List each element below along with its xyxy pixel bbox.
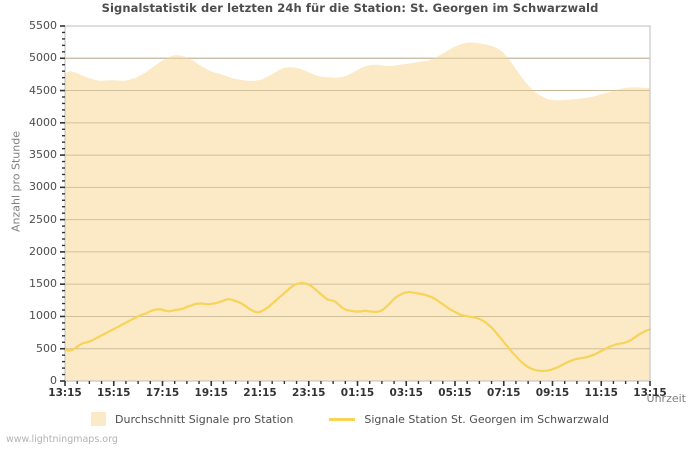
x-tick-label: 23:15 — [292, 387, 326, 399]
chart-title: Signalstatistik der letzten 24h für die … — [101, 1, 599, 15]
y-tick-label: 500 — [36, 341, 57, 355]
axis-ticks — [60, 25, 651, 386]
x-tick-label: 07:15 — [487, 387, 521, 399]
x-tick-label: 11:15 — [584, 387, 618, 399]
y-tick-label: 1500 — [29, 277, 57, 291]
chart-legend: Durchschnitt Signale pro Station Signale… — [0, 412, 700, 426]
x-tick-label: 15:15 — [97, 387, 131, 399]
y-tick-label: 4500 — [29, 83, 57, 97]
y-tick-label: 3000 — [29, 180, 57, 194]
x-axis-title: Uhrzeit — [646, 392, 686, 405]
y-tick-label: 4000 — [29, 115, 57, 129]
area-series-average — [65, 42, 650, 382]
legend-item-station: Signale Station St. Georgen im Schwarzwa… — [329, 413, 609, 426]
x-tick-label: 21:15 — [243, 387, 277, 399]
y-tick-label: 2500 — [29, 212, 57, 226]
x-tick-label: 13:15 — [633, 387, 667, 399]
line-series-station — [63, 281, 652, 373]
legend-line-swatch-icon — [329, 417, 356, 421]
x-tick-label: 03:15 — [389, 387, 423, 399]
legend-label-average: Durchschnitt Signale pro Station — [115, 412, 294, 426]
legend-label-station: Signale Station St. Georgen im Schwarzwa… — [364, 412, 609, 426]
y-tick-label: 5000 — [29, 51, 57, 65]
x-tick-label: 09:15 — [535, 387, 570, 399]
watermark: www.lightningmaps.org — [6, 434, 118, 445]
x-tick-label: 05:15 — [438, 387, 472, 399]
y-tick-label: 0 — [50, 374, 57, 387]
legend-item-average: Durchschnitt Signale pro Station — [91, 412, 293, 426]
x-tick-label: 01:15 — [340, 387, 375, 399]
y-tick-label: 1000 — [29, 309, 57, 323]
y-tick-label: 3500 — [29, 148, 57, 162]
x-tick-label: 17:15 — [145, 387, 180, 399]
x-tick-label: 13:15 — [48, 387, 82, 399]
legend-area-swatch-icon — [91, 412, 107, 426]
y-tick-label: 5500 — [29, 19, 57, 32]
x-tick-label: 19:15 — [194, 387, 228, 399]
y-tick-label: 2000 — [29, 244, 57, 258]
